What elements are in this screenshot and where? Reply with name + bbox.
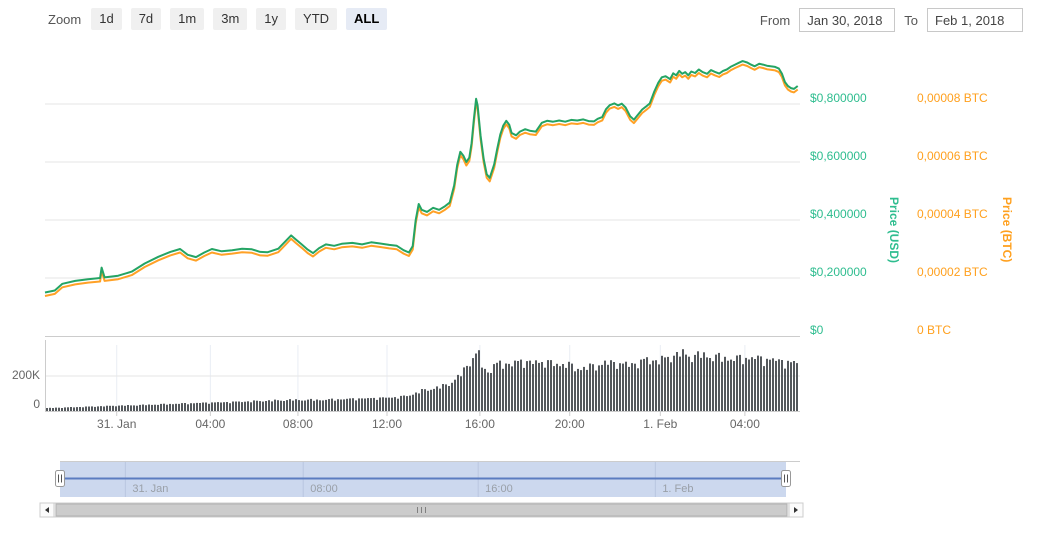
- usd-axis-label: $0: [810, 323, 824, 337]
- price-btc-series-line: [44, 63, 799, 297]
- price-usd-series-line: [44, 60, 799, 294]
- chart-toolbar: Zoom 1d 7d 1m 3m 1y YTD ALL From To: [0, 8, 1040, 34]
- date-range-controls: From To: [760, 8, 1023, 32]
- usd-axis-label: $0,800000: [810, 91, 867, 105]
- x-axis-label: 31. Jan: [97, 417, 136, 431]
- btc-axis-label: 0,00008 BTC: [917, 91, 988, 105]
- zoom-range-selector: Zoom 1d 7d 1m 3m 1y YTD ALL: [48, 8, 388, 30]
- zoom-buttons-group: 1d 7d 1m 3m 1y YTD ALL: [91, 8, 388, 30]
- zoom-button-1y[interactable]: 1y: [256, 8, 287, 30]
- btc-axis-title: Price (BTC): [1000, 197, 1014, 262]
- to-label: To: [904, 12, 918, 28]
- volume-axis-label: 200K: [12, 368, 40, 382]
- zoom-button-all[interactable]: ALL: [346, 8, 388, 30]
- from-label: From: [759, 12, 791, 28]
- from-date-input[interactable]: [799, 8, 896, 32]
- x-axis-label: 12:00: [372, 417, 402, 431]
- scroll-left-arrow-icon: [45, 507, 49, 513]
- x-axis-label: 16:00: [465, 417, 495, 431]
- btc-axis-label: 0,00002 BTC: [917, 265, 988, 279]
- navigator-right-handle[interactable]: [781, 470, 791, 487]
- navigator-left-handle[interactable]: [55, 470, 65, 487]
- navigator-label: 16:00: [485, 483, 513, 495]
- x-axis-label: 04:00: [730, 417, 760, 431]
- x-axis-label: 08:00: [283, 417, 313, 431]
- btc-axis-label: 0,00004 BTC: [917, 207, 988, 221]
- chart-canvas: $0 0 BTC $0,200000 0,00002 BTC $0,400000 0,00…: [12, 60, 1014, 518]
- usd-axis-label: $0,400000: [810, 207, 867, 221]
- x-axis-label: 20:00: [555, 417, 585, 431]
- usd-axis-label: $0,600000: [810, 149, 867, 163]
- zoom-button-ytd[interactable]: YTD: [295, 8, 338, 30]
- navigator-label: 31. Jan: [132, 483, 168, 495]
- volume-axis-label: 0: [33, 397, 40, 411]
- to-date-input[interactable]: [927, 8, 1023, 32]
- zoom-button-7d[interactable]: 7d: [130, 8, 162, 30]
- x-axis-label: 04:00: [195, 417, 225, 431]
- navigator-label: 1. Feb: [662, 483, 693, 495]
- zoom-button-1d[interactable]: 1d: [91, 8, 122, 30]
- volume-bars: [46, 349, 798, 411]
- x-axis-label: 1. Feb: [643, 417, 677, 431]
- usd-axis-label: $0,200000: [810, 265, 867, 279]
- btc-axis-label: 0,00006 BTC: [917, 149, 988, 163]
- zoom-button-3m[interactable]: 3m: [213, 8, 248, 30]
- btc-axis-label: 0 BTC: [917, 323, 951, 337]
- zoom-label: Zoom: [48, 11, 82, 27]
- usd-axis-title: Price (USD): [887, 197, 901, 263]
- scroll-right-arrow-icon: [794, 507, 798, 513]
- zoom-button-1m[interactable]: 1m: [170, 8, 205, 30]
- highstock-chart: $0 0 BTC $0,200000 0,00002 BTC $0,400000 0,00…: [0, 36, 1040, 529]
- navigator-label: 08:00: [310, 483, 338, 495]
